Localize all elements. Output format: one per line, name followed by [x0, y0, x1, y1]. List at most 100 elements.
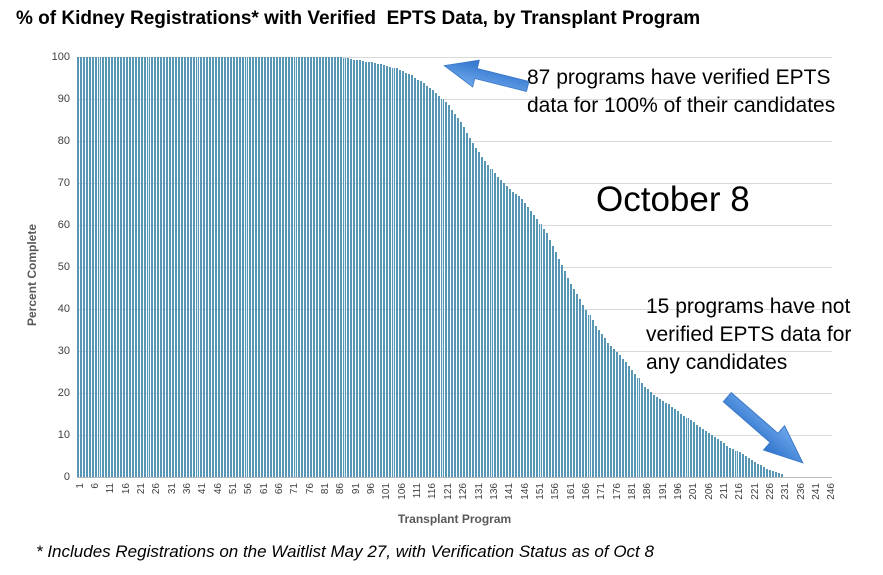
bar-program-177 — [616, 351, 619, 477]
bar-program-110 — [410, 75, 413, 477]
bar-program-201 — [689, 420, 692, 477]
x-tick-231: 231 — [780, 483, 792, 500]
bar-program-135 — [487, 164, 490, 477]
bar-program-90 — [349, 59, 352, 477]
bar-program-69 — [285, 57, 288, 477]
bar-program-139 — [499, 179, 502, 477]
bar-program-77 — [309, 57, 312, 477]
annotation-zero-percent: 15 programs have not verified EPTS data … — [646, 293, 851, 377]
x-tick-56: 56 — [243, 483, 255, 495]
y-axis-tick-labels: 0 10 20 30 40 50 60 70 80 90 100 — [28, 51, 70, 483]
bar-program-130 — [472, 143, 475, 477]
x-tick-76: 76 — [304, 483, 316, 495]
bar-program-194 — [668, 404, 671, 477]
bar-program-208 — [710, 435, 713, 477]
bar-program-37 — [187, 57, 190, 477]
bar-program-14 — [116, 57, 119, 477]
bar-program-55 — [242, 57, 245, 477]
x-tick-96: 96 — [366, 483, 378, 495]
x-tick-241: 241 — [811, 483, 823, 500]
x-tick-1: 1 — [74, 483, 86, 489]
bar-program-160 — [563, 271, 566, 477]
y-tick-50: 50 — [57, 261, 70, 273]
plot-area — [77, 57, 832, 478]
bar-program-99 — [377, 63, 380, 477]
bar-program-133 — [481, 156, 484, 477]
bar-program-223 — [756, 463, 759, 477]
bar-program-72 — [294, 57, 297, 477]
bar-program-52 — [233, 57, 236, 477]
bar-program-31 — [168, 57, 171, 477]
bar-program-79 — [315, 57, 318, 477]
bar-program-40 — [196, 57, 199, 477]
x-tick-226: 226 — [765, 483, 777, 500]
bar-program-158 — [557, 258, 560, 477]
bar-program-108 — [404, 72, 407, 477]
bar-program-176 — [612, 348, 615, 477]
bar-program-145 — [518, 196, 521, 477]
bar-program-203 — [695, 424, 698, 477]
bar-program-19 — [132, 57, 135, 477]
bar-program-114 — [423, 83, 426, 477]
x-tick-131: 131 — [473, 483, 485, 500]
bar-program-216 — [735, 450, 738, 477]
bar-program-183 — [634, 374, 637, 477]
bar-program-118 — [435, 92, 438, 477]
bar-program-94 — [361, 61, 364, 477]
x-tick-136: 136 — [488, 483, 500, 500]
x-tick-191: 191 — [657, 483, 669, 500]
bar-program-187 — [646, 389, 649, 477]
bar-program-185 — [640, 382, 643, 477]
bar-program-225 — [763, 466, 766, 477]
bar-program-128 — [465, 132, 468, 477]
bar-program-61 — [260, 57, 263, 477]
bar-program-59 — [254, 57, 257, 477]
bar-program-38 — [190, 57, 193, 477]
bar-program-43 — [205, 57, 208, 477]
bar-program-151 — [536, 219, 539, 477]
bar-program-161 — [567, 277, 570, 477]
annotation-100-percent-line2: data for 100% of their candidates — [527, 94, 836, 117]
bar-program-138 — [496, 176, 499, 477]
bar-program-88 — [343, 57, 346, 477]
gridline-0 — [77, 477, 832, 478]
bar-program-168 — [588, 315, 591, 477]
x-tick-106: 106 — [396, 483, 408, 500]
y-tick-40: 40 — [57, 303, 70, 315]
bar-program-193 — [665, 402, 668, 477]
bar-program-155 — [548, 239, 551, 477]
bar-program-109 — [407, 73, 410, 477]
arrow-to-zero-percent-bars-icon — [722, 391, 804, 464]
bar-program-32 — [171, 57, 174, 477]
bar-program-209 — [714, 437, 717, 477]
bar-program-211 — [720, 441, 723, 477]
bar-program-56 — [245, 57, 248, 477]
x-tick-186: 186 — [642, 483, 654, 500]
y-tick-0: 0 — [63, 471, 70, 483]
x-tick-221: 221 — [749, 483, 761, 500]
x-tick-51: 51 — [227, 483, 239, 495]
bar-program-50 — [227, 57, 230, 477]
bar-program-186 — [643, 386, 646, 477]
bar-program-189 — [652, 394, 655, 477]
bar-program-144 — [514, 193, 517, 477]
bar-program-16 — [122, 57, 125, 477]
bar-program-13 — [113, 57, 116, 477]
bar-program-86 — [337, 57, 340, 477]
bar-program-46 — [214, 57, 217, 477]
bar-program-106 — [398, 69, 401, 477]
bar-program-191 — [658, 398, 661, 477]
y-tick-70: 70 — [57, 177, 70, 189]
bar-program-190 — [655, 397, 658, 477]
bar-program-181 — [628, 366, 631, 477]
bar-program-164 — [576, 294, 579, 477]
bar-program-178 — [619, 355, 622, 477]
bar-program-25 — [150, 57, 153, 477]
bar-program-83 — [328, 57, 331, 477]
bar-program-182 — [631, 369, 634, 477]
x-tick-166: 166 — [580, 483, 592, 500]
bar-program-81 — [322, 57, 325, 477]
y-tick-100: 100 — [51, 51, 70, 63]
x-tick-41: 41 — [197, 483, 209, 495]
